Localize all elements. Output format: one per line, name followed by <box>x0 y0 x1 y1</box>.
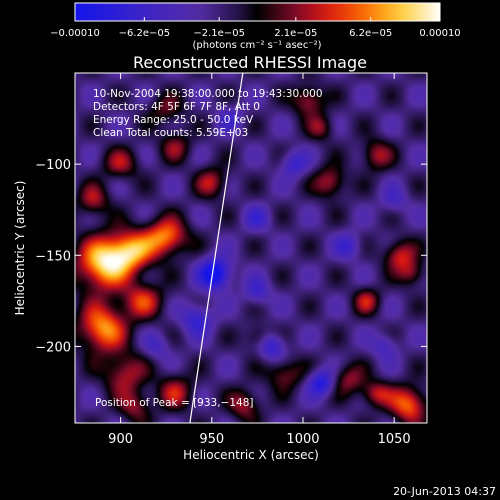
y-axis-label: Heliocentric Y (arcsec) <box>13 181 27 316</box>
chart-title: Reconstructed RHESSI Image <box>133 53 367 72</box>
x-axis-ticks: 900 950 1000 1050 <box>108 73 411 447</box>
y-tick-label: −150 <box>35 249 71 264</box>
y-tick-label: −100 <box>35 158 71 173</box>
colorbar-ticks: −0.00010 −6.2e−05 −2.1e−05 2.1e−05 6.2e−05 0.… <box>50 17 461 39</box>
annotation-peak-position: Position of Peak = [933,−148] <box>95 397 254 409</box>
x-tick-label: 1000 <box>286 432 319 447</box>
y-tick-label: −200 <box>35 340 71 355</box>
colorbar-tick-label: −6.2e−05 <box>119 28 171 39</box>
date-stamp: 20-Jun-2013 04:37 <box>393 485 496 498</box>
y-axis-ticks: −100 −150 −200 <box>35 158 427 355</box>
annotation-time: 10-Nov-2004 19:38:00.000 to 19:43:30.000 <box>93 88 323 100</box>
heatmap-image <box>75 73 427 423</box>
annotation-energy: Energy Range: 25.0 - 50.0 keV <box>93 114 254 126</box>
colorbar-frame <box>74 2 441 22</box>
info-annotations: 10-Nov-2004 19:38:00.000 to 19:43:30.000… <box>93 88 323 409</box>
colorbar-unit-label: (photons cm⁻² s⁻¹ asec⁻²) <box>192 40 321 51</box>
colorbar: −0.00010 −6.2e−05 −2.1e−05 2.1e−05 6.2e−05 0.… <box>50 2 461 51</box>
plot-frame <box>74 72 428 424</box>
x-tick-label: 900 <box>108 432 133 447</box>
annotation-clean: Clean Total counts: 5.59E+03 <box>93 127 248 139</box>
colorbar-tick-label: −2.1e−05 <box>193 28 245 39</box>
colorbar-gradient <box>75 3 440 21</box>
colorbar-tick-label: 6.2e−05 <box>349 28 392 39</box>
plot-area: 900 950 1000 1050 −100 −150 −200 <box>35 72 428 447</box>
x-tick-label: 1050 <box>378 432 411 447</box>
colorbar-tick-label: −0.00010 <box>50 28 100 39</box>
colorbar-tick-label: 0.00010 <box>419 28 460 39</box>
x-axis-label: Heliocentric X (arcsec) <box>183 448 319 462</box>
x-tick-label: 950 <box>199 432 224 447</box>
annotation-detectors: Detectors: 4F 5F 6F 7F 8F, Att 0 <box>93 101 260 113</box>
solar-limb-line <box>189 72 244 424</box>
colorbar-tick-label: 2.1e−05 <box>274 28 317 39</box>
